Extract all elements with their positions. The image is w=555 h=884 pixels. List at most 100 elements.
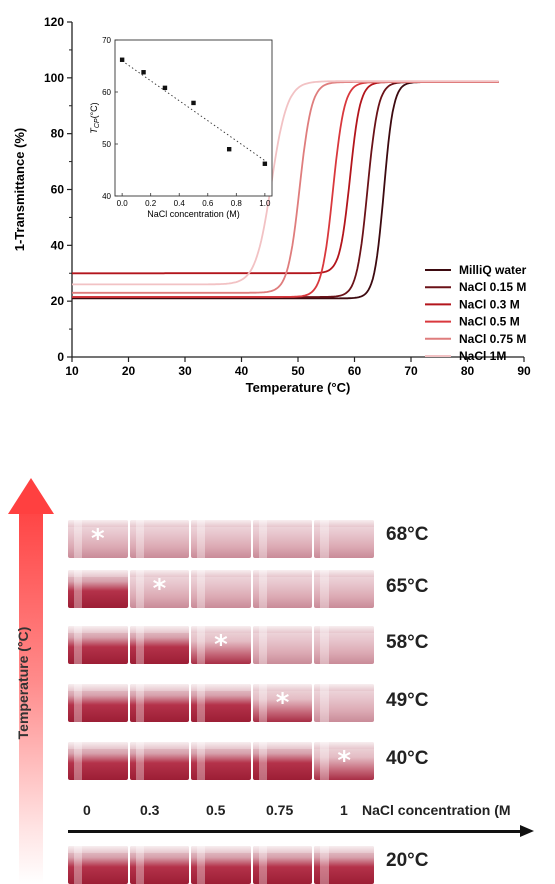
inset-y-axis-title: TCP(°C) xyxy=(89,102,101,133)
x-tick-label: 20 xyxy=(122,364,136,378)
inset-x-tick-label: 0.0 xyxy=(117,199,129,208)
vial-row: * xyxy=(68,570,376,608)
temperature-axis-label: Temperature (°C) xyxy=(15,626,31,740)
vial xyxy=(129,846,190,884)
legend-label: NaCl 0.75 M xyxy=(459,332,526,346)
vial: * xyxy=(252,684,313,722)
vial-photo-panel: Temperature (°C) * 68°C * 65°C * 58°C * 49°C * 40… xyxy=(0,470,555,884)
x-tick-label: 70 xyxy=(404,364,418,378)
x-axis-title: Temperature (°C) xyxy=(246,380,351,395)
concentration-axis-label: NaCl concentration (M xyxy=(362,802,511,818)
vial xyxy=(314,570,374,608)
inset-x-tick-label: 0.6 xyxy=(202,199,214,208)
row-temperature-label: 65°C xyxy=(386,576,429,597)
row-temperature-label: 20°C xyxy=(386,850,429,871)
inset-y-tick-label: 70 xyxy=(102,36,111,45)
x-tick-label: 60 xyxy=(348,364,362,378)
vial xyxy=(129,626,190,664)
x-tick-label: 40 xyxy=(235,364,249,378)
y-tick-label: 80 xyxy=(51,127,65,141)
inset-x-tick-label: 0.2 xyxy=(145,199,157,208)
vial: * xyxy=(191,626,251,664)
inset-data-point xyxy=(119,57,125,62)
row-temperature-label: 68°C xyxy=(386,524,429,545)
vial xyxy=(68,742,128,780)
inset-data-point xyxy=(141,70,146,75)
conc-label: 0.3 xyxy=(140,802,160,818)
y-tick-label: 40 xyxy=(51,238,65,252)
vial xyxy=(314,684,374,722)
vial xyxy=(314,626,374,664)
row-temperature-label: 40°C xyxy=(386,748,429,769)
cloud-point-marker: * xyxy=(214,630,228,660)
vial xyxy=(68,846,128,884)
x-tick-label: 80 xyxy=(461,364,475,378)
inset-x-tick-label: 0.4 xyxy=(174,199,186,208)
y-tick-label: 60 xyxy=(51,183,65,197)
vial-row: * xyxy=(68,520,376,558)
vial xyxy=(191,846,251,884)
vial: * xyxy=(129,570,190,608)
vial xyxy=(252,570,313,608)
vial xyxy=(314,520,374,558)
vial xyxy=(68,570,128,608)
x-tick-label: 30 xyxy=(178,364,192,378)
vial: * xyxy=(314,742,374,780)
inset-data-point xyxy=(162,85,168,91)
inset-x-axis-title: NaCl concentration (M) xyxy=(147,209,240,219)
inset-data-point xyxy=(191,100,196,106)
inset-data-point xyxy=(262,161,268,166)
vial xyxy=(252,626,313,664)
conc-label: 0 xyxy=(83,802,91,818)
vial xyxy=(191,520,251,558)
legend-label: NaCl 0.5 M xyxy=(459,315,520,329)
vial xyxy=(191,742,251,780)
legend-label: NaCl 0.3 M xyxy=(459,297,520,311)
cloud-point-marker: * xyxy=(90,524,105,554)
main-series xyxy=(72,80,499,300)
vial-row: * xyxy=(68,742,376,780)
vial xyxy=(129,742,190,780)
arrow-right-icon xyxy=(520,825,534,837)
inset-frame xyxy=(114,39,273,197)
legend-label: MilliQ water xyxy=(459,263,527,277)
vial: * xyxy=(68,520,128,558)
main-chart: 10 20 30 40 50 60 70 80 90 0 20 40 60 80 100 120 Tempera… xyxy=(12,15,531,395)
vial xyxy=(68,626,128,664)
y-axis-title: 1-Transmittance (%) xyxy=(12,128,27,252)
cloud-point-marker: * xyxy=(275,688,290,718)
inset-fit-line xyxy=(121,60,266,162)
inset-data-point xyxy=(226,147,232,152)
x-tick-label: 90 xyxy=(517,364,531,378)
vial xyxy=(252,846,313,884)
inset-x-tick-label: 0.8 xyxy=(231,199,243,208)
y-tick-label: 20 xyxy=(51,294,65,308)
row-temperature-label: 49°C xyxy=(386,690,429,711)
y-tick-label: 0 xyxy=(57,350,64,364)
vial xyxy=(191,570,251,608)
y-tick-label: 120 xyxy=(44,15,64,29)
temperature-arrow-shaft xyxy=(19,512,43,884)
legend-label: NaCl 1M xyxy=(459,349,506,363)
vial xyxy=(252,520,313,558)
legend: MilliQ water NaCl 0.15 M NaCl 0.3 M NaCl 0.… xyxy=(425,263,527,363)
inset-chart: 0.0 0.2 0.4 0.6 0.8 1.0 40 50 60 70 NaCl concentra… xyxy=(89,36,273,219)
vial xyxy=(129,520,190,558)
inset-y-tick-label: 60 xyxy=(102,88,111,97)
inset-y-tick-label: 50 xyxy=(102,140,111,149)
cloud-point-marker: * xyxy=(337,746,351,776)
vial xyxy=(314,846,374,884)
vial-row: * xyxy=(68,626,376,664)
vial-row: * xyxy=(68,684,376,722)
main-axes: 10 20 30 40 50 60 70 80 90 0 20 40 60 80 100 120 Tempera… xyxy=(12,15,531,395)
arrow-up-icon xyxy=(8,478,54,514)
conc-label: 1 xyxy=(340,802,348,818)
x-tick-label: 50 xyxy=(291,364,305,378)
series-line xyxy=(72,80,499,286)
vial xyxy=(191,684,251,722)
row-temperature-label: 58°C xyxy=(386,632,429,653)
conc-label: 0.75 xyxy=(266,802,294,818)
concentration-arrow xyxy=(68,830,524,833)
y-tick-label: 100 xyxy=(44,71,64,85)
temperature-arrow xyxy=(8,478,54,884)
